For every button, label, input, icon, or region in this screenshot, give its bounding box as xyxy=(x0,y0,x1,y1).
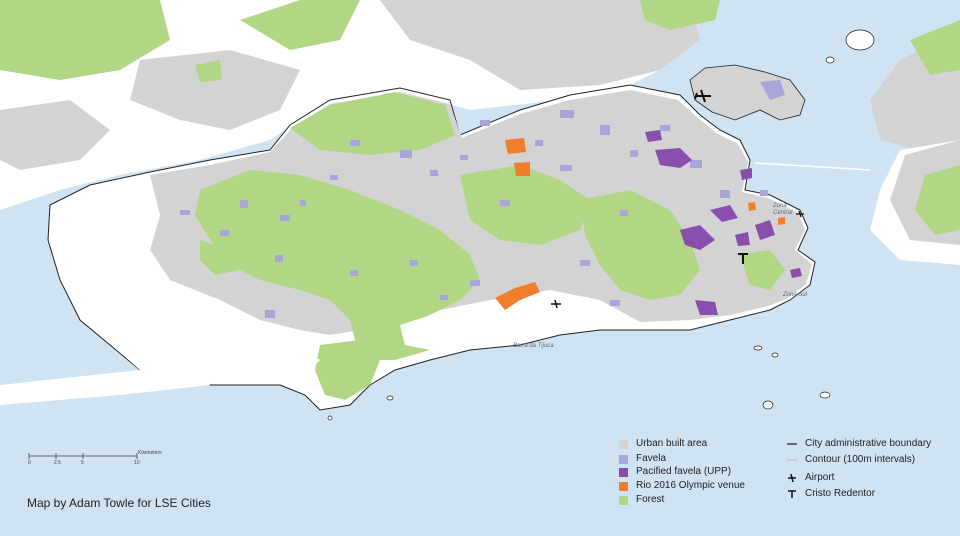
legend-olympic: Rio 2016 Olympic venue xyxy=(636,480,745,491)
ne-forest xyxy=(640,0,720,30)
legend-favela-label: Favela xyxy=(636,453,667,464)
legend-pacified: Pacified favela (UPP) xyxy=(636,466,731,477)
recreio-lowland xyxy=(245,340,320,382)
zona-central-label: Zona Central xyxy=(773,203,793,216)
legend-forest-label: Forest xyxy=(636,494,665,505)
north-forest-3 xyxy=(195,60,222,82)
north-urban xyxy=(380,0,700,90)
zona-sul-label: Zona Sul xyxy=(783,292,808,298)
cristo-redentor-icon xyxy=(788,490,796,498)
barra-label: Barra da Tijuca xyxy=(513,343,554,349)
east-forest-2 xyxy=(910,20,960,75)
legend-favela: Favela xyxy=(636,453,666,464)
scale-bar xyxy=(28,453,138,459)
north-urban-2 xyxy=(130,50,300,130)
sandbar xyxy=(0,370,210,405)
legend-airport-label: Airport xyxy=(805,472,835,483)
legend-boundary: City administrative boundary xyxy=(805,438,931,449)
forest-central xyxy=(460,165,590,245)
legend-cristo-label: Cristo Redentor xyxy=(805,488,876,499)
scale-unit: Kilometers xyxy=(138,450,162,456)
guanabara-urban xyxy=(700,135,745,200)
forest-north-gericino xyxy=(290,92,455,155)
legend-pacified-label: Pacified favela (UPP) xyxy=(636,466,732,477)
legend-cristo: Cristo Redentor xyxy=(805,488,875,499)
map-credit: Map by Adam Towle for LSE Cities xyxy=(27,496,211,510)
north-urban-3 xyxy=(0,100,110,170)
legend-olympic-label: Rio 2016 Olympic venue xyxy=(636,480,745,491)
airport-icon xyxy=(694,89,711,103)
forest-tijuca xyxy=(580,190,700,300)
north-forest-2 xyxy=(240,0,360,50)
legend-contour: Contour (100m intervals) xyxy=(805,454,915,465)
cristo-redentor-icon xyxy=(738,253,748,264)
forest-swatch xyxy=(619,496,628,505)
forest-west xyxy=(200,240,240,275)
olympic-swatch xyxy=(619,482,628,491)
legend-urban: Urban built area xyxy=(636,438,707,449)
favela-swatch xyxy=(619,455,628,464)
olympic-venues xyxy=(495,138,785,310)
forest-zona-sul xyxy=(740,250,785,290)
scale-tick-10: 10 xyxy=(134,460,140,466)
scale-tick-0: 0 xyxy=(28,460,31,466)
legend-urban-label: Urban built area xyxy=(636,438,708,449)
barra-lowland xyxy=(400,300,600,350)
favela-patches xyxy=(180,110,768,318)
airport-icon xyxy=(788,473,796,483)
legend-airport: Airport xyxy=(805,472,834,483)
legend-contour-label: Contour (100m intervals) xyxy=(805,454,916,465)
east-forest xyxy=(915,165,960,235)
pacified-swatch xyxy=(619,468,628,477)
legend-forest: Forest xyxy=(636,494,664,505)
scale-tick-2-5: 2.5 xyxy=(54,460,61,466)
scale-tick-5: 5 xyxy=(81,460,84,466)
airport-icon xyxy=(551,299,561,309)
north-forest xyxy=(0,0,170,80)
airport-icon xyxy=(796,210,804,218)
pacified-favela-patches xyxy=(645,130,802,315)
forest-pedra-branca xyxy=(195,170,480,340)
ilha-favela xyxy=(760,80,785,100)
west-lowland xyxy=(50,176,240,370)
legend-boundary-label: City administrative boundary xyxy=(805,438,932,449)
urban-swatch xyxy=(619,440,628,449)
ilha-do-governador xyxy=(689,64,806,121)
rio-niteroi-bridge xyxy=(754,162,871,171)
islands xyxy=(327,29,875,421)
